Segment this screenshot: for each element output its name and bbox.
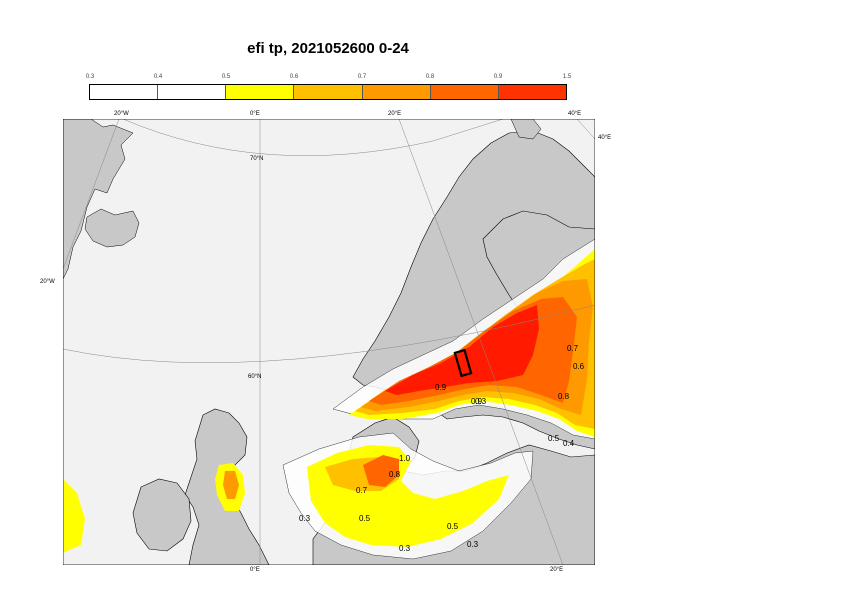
colorbar-segment-5	[430, 85, 499, 99]
contour-label-03b: 0.3	[299, 514, 311, 523]
contour-label-07a: 0.7	[567, 344, 579, 353]
colorbar-tick-1: 0.4	[153, 74, 163, 80]
colorbar	[89, 84, 567, 100]
colorbar-tick-0: 0.3	[85, 74, 95, 80]
highlight-box	[453, 348, 473, 378]
contour-label-07b: 0.7	[356, 486, 368, 495]
colorbar-tick-7: 1.5	[562, 74, 572, 80]
label-60n: 60°N	[248, 374, 262, 380]
meridian-40e	[576, 119, 595, 140]
contour-label-05a: 0.5	[548, 434, 560, 443]
ireland	[132, 478, 192, 552]
map-panel: 0.9 0.9 0.8 0.8 0.7 0.7 0.6 0.5 0.5 0.5 …	[63, 119, 595, 565]
iceland	[84, 208, 140, 248]
label-0-top: 0°E	[250, 111, 260, 117]
greenland	[63, 119, 134, 280]
meridian-20w	[63, 119, 120, 270]
colorbar-segment-6	[498, 85, 566, 99]
label-20w-left: 20°W	[40, 279, 55, 285]
colorbar-tick-5: 0.8	[425, 74, 435, 80]
svalbard	[510, 119, 542, 140]
contour-label-09b: 0.9	[471, 397, 483, 406]
contour-label-03c: 0.3	[399, 544, 411, 553]
parallel-60n	[63, 304, 595, 364]
chart-title: efi tp, 2021052600 0-24	[247, 40, 409, 57]
label-70n: 70°N	[250, 156, 264, 162]
colorbar-segment-3	[294, 85, 363, 99]
colorbar-segment-2	[226, 85, 295, 99]
colorbar-segment-0	[90, 85, 159, 99]
label-20w-top: 20°W	[114, 111, 129, 117]
colorbar-tick-4: 0.7	[357, 74, 367, 80]
contour-label-09a: 0.9	[435, 383, 447, 392]
colorbar-tick-3: 0.6	[289, 74, 299, 80]
colorbar-segment-4	[362, 85, 431, 99]
meridian-20e	[398, 119, 564, 565]
efi-fill-layer	[63, 238, 595, 560]
efi-region-05-west	[63, 479, 85, 553]
label-20e-bottom: 20°E	[550, 567, 564, 573]
contour-label-08b: 0.8	[389, 470, 401, 479]
efi-region-07-scotland	[223, 471, 239, 499]
colorbar-tick-6: 0.9	[493, 74, 503, 80]
parallel-70n	[122, 119, 504, 156]
colorbar-tick-2: 0.5	[221, 74, 231, 80]
contour-label-06a: 0.6	[573, 362, 585, 371]
label-20e-top: 20°E	[388, 111, 402, 117]
contour-label-03d: 0.3	[467, 540, 479, 549]
contour-label-05c: 0.5	[447, 522, 459, 531]
label-40e-top: 40°E	[568, 111, 582, 117]
contour-label-08a: 0.8	[558, 392, 570, 401]
graticule	[63, 119, 595, 565]
label-40e-right: 40°E	[598, 135, 612, 141]
efi-region-08-south	[363, 455, 399, 487]
label-0-bottom: 0°E	[250, 567, 260, 573]
contour-label-05b: 0.5	[359, 514, 371, 523]
contour-label-03a: 0.3	[475, 397, 487, 406]
contour-label-04a: 0.4	[563, 439, 575, 448]
contour-labels: 0.9 0.9 0.8 0.8 0.7 0.7 0.6 0.5 0.5 0.5 …	[299, 344, 585, 553]
contour-label-10a: 1.0	[399, 454, 411, 463]
colorbar-segment-1	[158, 85, 227, 99]
